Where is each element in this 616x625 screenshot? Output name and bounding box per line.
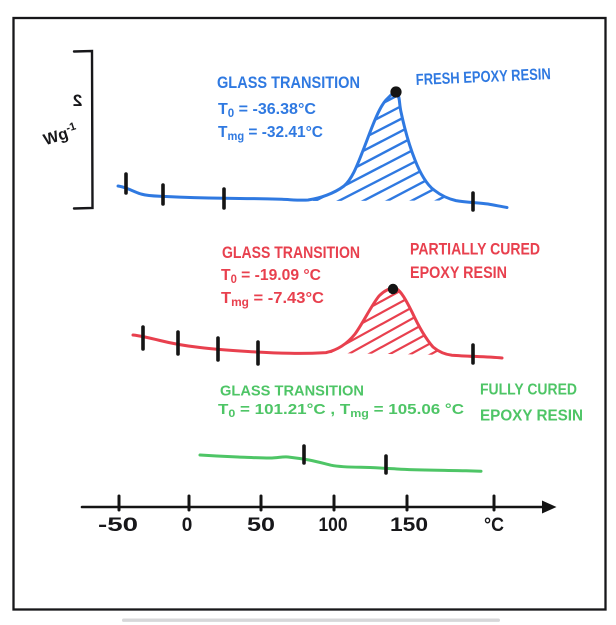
svg-text:GLASS TRANSITION: GLASS TRANSITION	[217, 74, 360, 92]
svg-text:T0 = -19.09 °C: T0 = -19.09 °C	[221, 267, 321, 286]
svg-text:Tmg = -32.41°C: Tmg = -32.41°C	[218, 124, 323, 143]
svg-text:FRESH EPOXY RESIN: FRESH EPOXY RESIN	[415, 66, 551, 89]
svg-text:GLASS TRANSITION: GLASS TRANSITION	[222, 244, 360, 262]
svg-text:50: 50	[247, 515, 275, 536]
svg-text:2: 2	[73, 91, 82, 110]
svg-text:EPOXY RESIN: EPOXY RESIN	[480, 408, 583, 425]
svg-text:FULLY CURED: FULLY CURED	[480, 382, 577, 399]
svg-text:0: 0	[182, 515, 193, 536]
svg-text:100: 100	[319, 515, 348, 536]
svg-text:T0 = 101.21°C , Tmg = 105.06 °: T0 = 101.21°C , Tmg = 105.06 °C	[218, 401, 464, 420]
svg-text:GLASS TRANSITION: GLASS TRANSITION	[220, 383, 364, 400]
svg-text:°C: °C	[484, 515, 504, 536]
svg-text:EPOXY RESIN: EPOXY RESIN	[410, 264, 507, 282]
svg-text:PARTIALLY CURED: PARTIALLY CURED	[410, 241, 540, 259]
svg-text:-50: -50	[98, 515, 138, 536]
svg-text:150: 150	[390, 515, 428, 536]
svg-text:T0 = -36.38°C: T0 = -36.38°C	[218, 101, 316, 120]
